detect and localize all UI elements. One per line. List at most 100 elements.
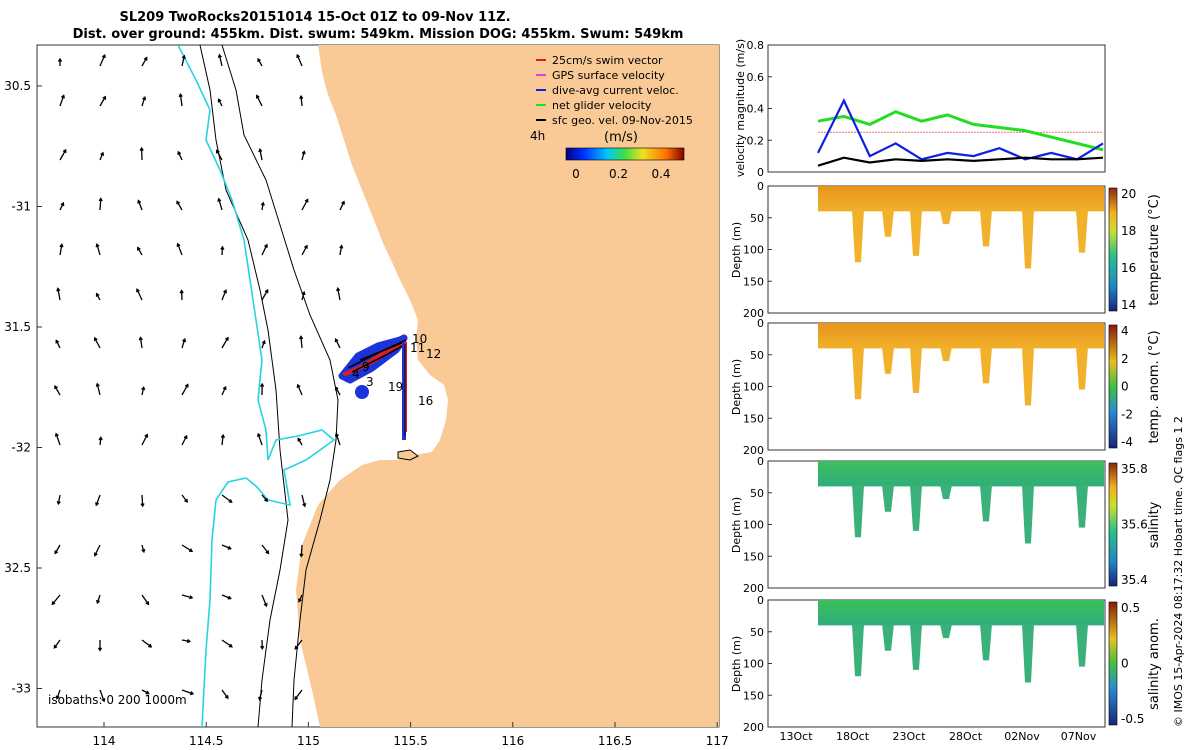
isobath-200	[221, 45, 339, 727]
vel-tick-label: 0.6	[747, 71, 765, 84]
depth-tick-label: 0	[757, 317, 764, 330]
velocity-vector	[54, 544, 61, 555]
colorbar-tick-label: 14	[1121, 298, 1136, 312]
vel-tick-label: 0.4	[747, 103, 765, 116]
velocity-vector	[221, 494, 233, 503]
velocity-series-line	[817, 156, 1104, 167]
velocity-vector	[221, 639, 233, 648]
velocity-vector	[56, 287, 61, 301]
depth-tick-label: 100	[743, 519, 764, 532]
dive-profile	[852, 624, 864, 677]
velocity-vector	[261, 289, 269, 301]
velocity-vector	[215, 149, 223, 161]
velocity-vector	[299, 335, 304, 349]
velocity-vector	[301, 198, 309, 211]
colorbar-tick-label: 0.4	[651, 167, 670, 181]
velocity-vector	[97, 639, 103, 652]
section-field	[818, 323, 1104, 349]
velocity-vector	[141, 386, 146, 396]
lat-tick-label: 32.5	[4, 561, 31, 575]
velocity-vector	[99, 95, 107, 107]
dive-profile	[852, 485, 864, 538]
velocity-vector	[95, 382, 101, 396]
dive-profile	[980, 624, 992, 661]
velocity-vector	[220, 433, 225, 446]
velocity-vector	[54, 384, 61, 396]
dive-profile	[1022, 485, 1034, 544]
velocity-vector	[221, 689, 229, 700]
velocity-vector	[334, 432, 341, 446]
legend-entry: 25cm/s swim vector	[552, 54, 663, 67]
depth-tick-label: 0	[757, 455, 764, 468]
velocity-vector	[98, 436, 103, 446]
colorbar-unit: (m/s)	[604, 130, 638, 145]
colorbar-tick-label: 16	[1121, 261, 1136, 275]
dive-profile	[882, 347, 894, 374]
section-field	[818, 186, 1104, 212]
velocity-vector	[257, 57, 263, 67]
dive-profile	[1076, 347, 1088, 390]
isobath-1000	[199, 45, 289, 727]
velocity-vector	[59, 148, 67, 161]
time-tick-label: 02Nov	[1004, 730, 1040, 743]
dive-profile	[980, 485, 992, 522]
velocity-vector	[301, 494, 307, 508]
velocity-vector	[221, 594, 232, 600]
section-label: temperature (°C)	[1147, 194, 1162, 306]
credit-text: © IMOS 15-Apr-2024 08:17:32 Hobart time.…	[1172, 416, 1185, 727]
section-panel: 0 50 100 150 200 Depth (m) -4 -2 0 2 4 temp. anom. …	[730, 317, 1162, 457]
time-tick-label: 07Nov	[1061, 730, 1097, 743]
colorbar-tick-label: 18	[1121, 224, 1136, 238]
velocity-vector	[141, 639, 153, 648]
velocity-vector	[221, 544, 232, 550]
dive-profile	[910, 210, 922, 256]
figure-title-line2: Dist. over ground: 455km. Dist. swum: 54…	[73, 27, 684, 42]
velocity-vector	[59, 201, 65, 211]
velocity-vector	[217, 98, 223, 107]
velocity-vector	[334, 338, 341, 349]
section-panel: 0 50 100 150 200 Depth (m) 35.4 35.6 35.8 salinit…	[730, 455, 1162, 595]
velocity-vector	[221, 289, 228, 301]
velocity-vector	[178, 92, 183, 107]
section-field	[818, 600, 1104, 626]
velocity-vector	[57, 57, 63, 66]
colorbar-tick-label: 0.2	[609, 167, 628, 181]
lat-tick-label: 31.5	[4, 320, 31, 334]
velocity-series	[817, 98, 1104, 167]
velocity-vector	[258, 147, 263, 161]
track-day-label: 16	[418, 394, 433, 408]
velocity-vector	[296, 383, 303, 396]
velocity-vector	[221, 336, 229, 349]
lat-tick-label: -31	[11, 200, 31, 214]
latitude-axis: 30.5 -31 31.5 -32 32.5 -33	[4, 79, 42, 696]
dive-profile	[1022, 624, 1034, 683]
track-day-label: 12	[426, 347, 441, 361]
velocity-vector	[339, 200, 345, 211]
velocity-vector	[136, 288, 143, 301]
velocity-vector	[53, 639, 61, 649]
velocity-panel: 0 0.2 0.4 0.6 0.8 velocity magnitude (m/s)	[734, 39, 1106, 179]
depth-tick-label: 150	[743, 689, 764, 702]
velocity-vector	[261, 544, 270, 555]
colorbar-tick-label: 0	[1121, 657, 1129, 671]
depth-tick-label: 0	[757, 180, 764, 193]
colorbar-tick-label: 4	[1121, 324, 1129, 338]
vel-tick-label: 0.2	[747, 134, 765, 147]
velocity-vector	[256, 432, 263, 446]
colorbar-tick-label: -4	[1121, 435, 1133, 449]
lon-tick-label: 114	[93, 734, 116, 748]
velocity-vector	[296, 53, 303, 67]
velocity-vector	[260, 639, 265, 650]
section-colorbar	[1108, 462, 1118, 587]
time-tick-label: 13Oct	[779, 730, 813, 743]
lat-tick-label: -32	[11, 441, 31, 455]
velocity-vector	[95, 243, 101, 256]
velocity-vector	[176, 200, 183, 211]
dive-profile	[852, 347, 864, 400]
velocity-vector	[334, 386, 341, 396]
depth-tick-label: 150	[743, 550, 764, 563]
velocity-series-line	[817, 98, 1104, 161]
